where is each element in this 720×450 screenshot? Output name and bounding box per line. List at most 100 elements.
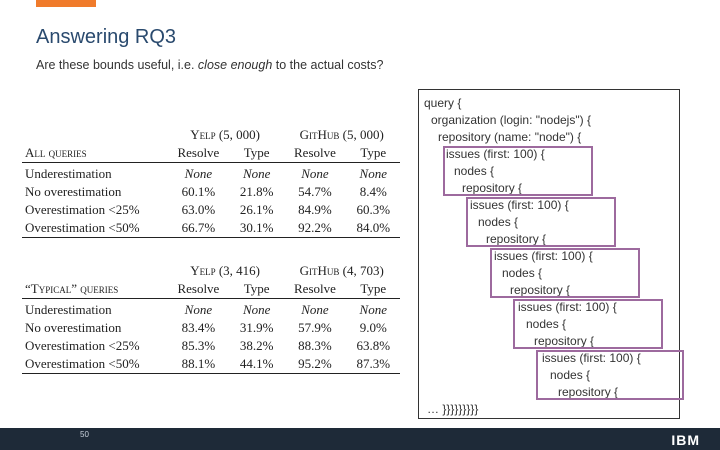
table-cell: 30.1%	[229, 219, 284, 238]
ibm-logo: IBM	[671, 432, 700, 448]
code-line: repository {	[510, 283, 571, 297]
highlight-box	[443, 146, 593, 196]
col-header: Type	[346, 144, 400, 163]
col-group-github: GitHub (4, 703)	[299, 263, 384, 278]
table-cell: 85.3%	[181, 338, 216, 353]
highlight-box	[466, 197, 616, 247]
table-cell: None	[359, 166, 387, 181]
table-cell: None	[184, 302, 213, 317]
table-cell: 92.2%	[283, 219, 347, 238]
results-table-all: Yelp (5, 000) GitHub (5, 000) All querie…	[22, 126, 400, 238]
page-number: 50	[80, 430, 89, 439]
table-cell: 83.4%	[181, 320, 216, 335]
col-group-yelp: Yelp (5, 000)	[190, 127, 260, 142]
table-cell: 88.3%	[298, 338, 332, 353]
col-group-github: GitHub (5, 000)	[299, 127, 384, 142]
code-line: issues (first: 100) {	[542, 351, 641, 365]
table-row: Overestimation <50% 66.7% 30.1% 92.2% 84…	[22, 219, 400, 238]
group-label: “Typical” queries	[22, 280, 167, 299]
table-row: Overestimation <50% 88.1% 44.1% 95.2% 87…	[22, 355, 400, 374]
table-cell: None	[184, 166, 213, 181]
code-line: issues (first: 100) {	[446, 147, 545, 161]
table-header-row: Yelp (3, 416) GitHub (4, 703)	[22, 262, 400, 280]
table-cell: 8.4%	[359, 184, 387, 199]
table-cell: None	[359, 302, 387, 317]
row-label: No overestimation	[25, 320, 122, 335]
table-cell: None	[242, 166, 271, 181]
code-line: repository {	[486, 232, 547, 246]
code-line: repository (name: "node") {	[438, 130, 582, 144]
table-row: Underestimation None None None None	[22, 299, 400, 320]
table-cell: 21.8%	[239, 184, 274, 199]
col-header: Type	[229, 280, 284, 299]
code-line: query {	[424, 96, 462, 110]
col-group-yelp: Yelp (3, 416)	[190, 263, 260, 278]
table-cell: 60.3%	[356, 202, 391, 217]
col-header: Type	[346, 280, 400, 299]
table-header-row: Yelp (5, 000) GitHub (5, 000)	[22, 126, 400, 144]
table-cell: 84.9%	[298, 202, 332, 217]
table-row: Overestimation <25% 85.3% 38.2% 88.3% 63…	[22, 337, 400, 355]
table-row: Overestimation <25% 63.0% 26.1% 84.9% 60…	[22, 201, 400, 219]
table-cell: 88.1%	[166, 355, 230, 374]
code-line: repository {	[462, 181, 523, 195]
table-subheader-row: “Typical” queries Resolve Type Resolve T…	[22, 280, 400, 299]
table-cell: 26.1%	[239, 202, 274, 217]
table-subheader-row: All queries Resolve Type Resolve Type	[22, 144, 400, 163]
code-line: issues (first: 100) {	[470, 198, 569, 212]
accent-bar	[36, 0, 96, 7]
highlight-box	[513, 299, 663, 349]
table-row: No overestimation 60.1% 21.8% 54.7% 8.4%	[22, 183, 400, 201]
table-cell: 66.7%	[166, 219, 230, 238]
table-cell: 57.9%	[298, 320, 332, 335]
row-label: Overestimation <50%	[22, 355, 167, 374]
highlight-box	[490, 248, 640, 298]
table-cell: 9.0%	[359, 320, 387, 335]
results-table-typical: Yelp (3, 416) GitHub (4, 703) “Typical” …	[22, 262, 400, 374]
code-line: nodes {	[526, 317, 567, 331]
col-header: Type	[229, 144, 284, 163]
code-line: … }}}}}}}}}	[427, 402, 479, 416]
table-cell: 54.7%	[298, 184, 332, 199]
subtitle-pre: Are these bounds useful, i.e.	[36, 58, 198, 72]
table-cell: 87.3%	[346, 355, 400, 374]
footer-bar: 50 IBM	[0, 428, 720, 450]
col-header: Resolve	[166, 280, 230, 299]
table-cell: 84.0%	[346, 219, 400, 238]
row-label: Overestimation <50%	[22, 219, 167, 238]
table-cell: 63.8%	[356, 338, 391, 353]
subtitle-post: to the actual costs?	[272, 58, 384, 72]
table-cell: 44.1%	[229, 355, 284, 374]
table-cell: 38.2%	[239, 338, 274, 353]
col-header: Resolve	[283, 280, 347, 299]
code-line: issues (first: 100) {	[518, 300, 617, 314]
graphql-query-box: query { organization (login: "nodejs") { r…	[418, 89, 684, 419]
code-line: nodes {	[502, 266, 543, 280]
table-row: Underestimation None None None None	[22, 163, 400, 184]
subtitle-emphasis: close enough	[197, 58, 273, 72]
code-line: organization (login: "nodejs") {	[431, 113, 591, 127]
table-cell: 31.9%	[239, 320, 274, 335]
table-cell: None	[301, 166, 329, 181]
code-line: nodes {	[550, 368, 591, 382]
row-label: No overestimation	[25, 184, 122, 199]
row-label: Overestimation <25%	[25, 338, 140, 353]
table-cell: None	[301, 302, 329, 317]
row-label: Underestimation	[25, 302, 112, 317]
row-label: Overestimation <25%	[25, 202, 140, 217]
table-cell: 95.2%	[283, 355, 347, 374]
table-cell: 60.1%	[181, 184, 216, 199]
col-header: Resolve	[283, 144, 347, 163]
table-cell: None	[242, 302, 271, 317]
table-row: No overestimation 83.4% 31.9% 57.9% 9.0%	[22, 319, 400, 337]
page-title: Answering RQ3	[36, 26, 177, 48]
highlight-box	[536, 350, 684, 400]
code-line: repository {	[534, 334, 595, 348]
table-cell: 63.0%	[181, 202, 216, 217]
code-line: repository {	[558, 385, 619, 399]
code-line: issues (first: 100) {	[494, 249, 593, 263]
row-label: Underestimation	[25, 166, 112, 181]
subtitle: Are these bounds useful, i.e. close enou…	[36, 58, 383, 72]
code-line: nodes {	[478, 215, 519, 229]
code-line: nodes {	[454, 164, 495, 178]
